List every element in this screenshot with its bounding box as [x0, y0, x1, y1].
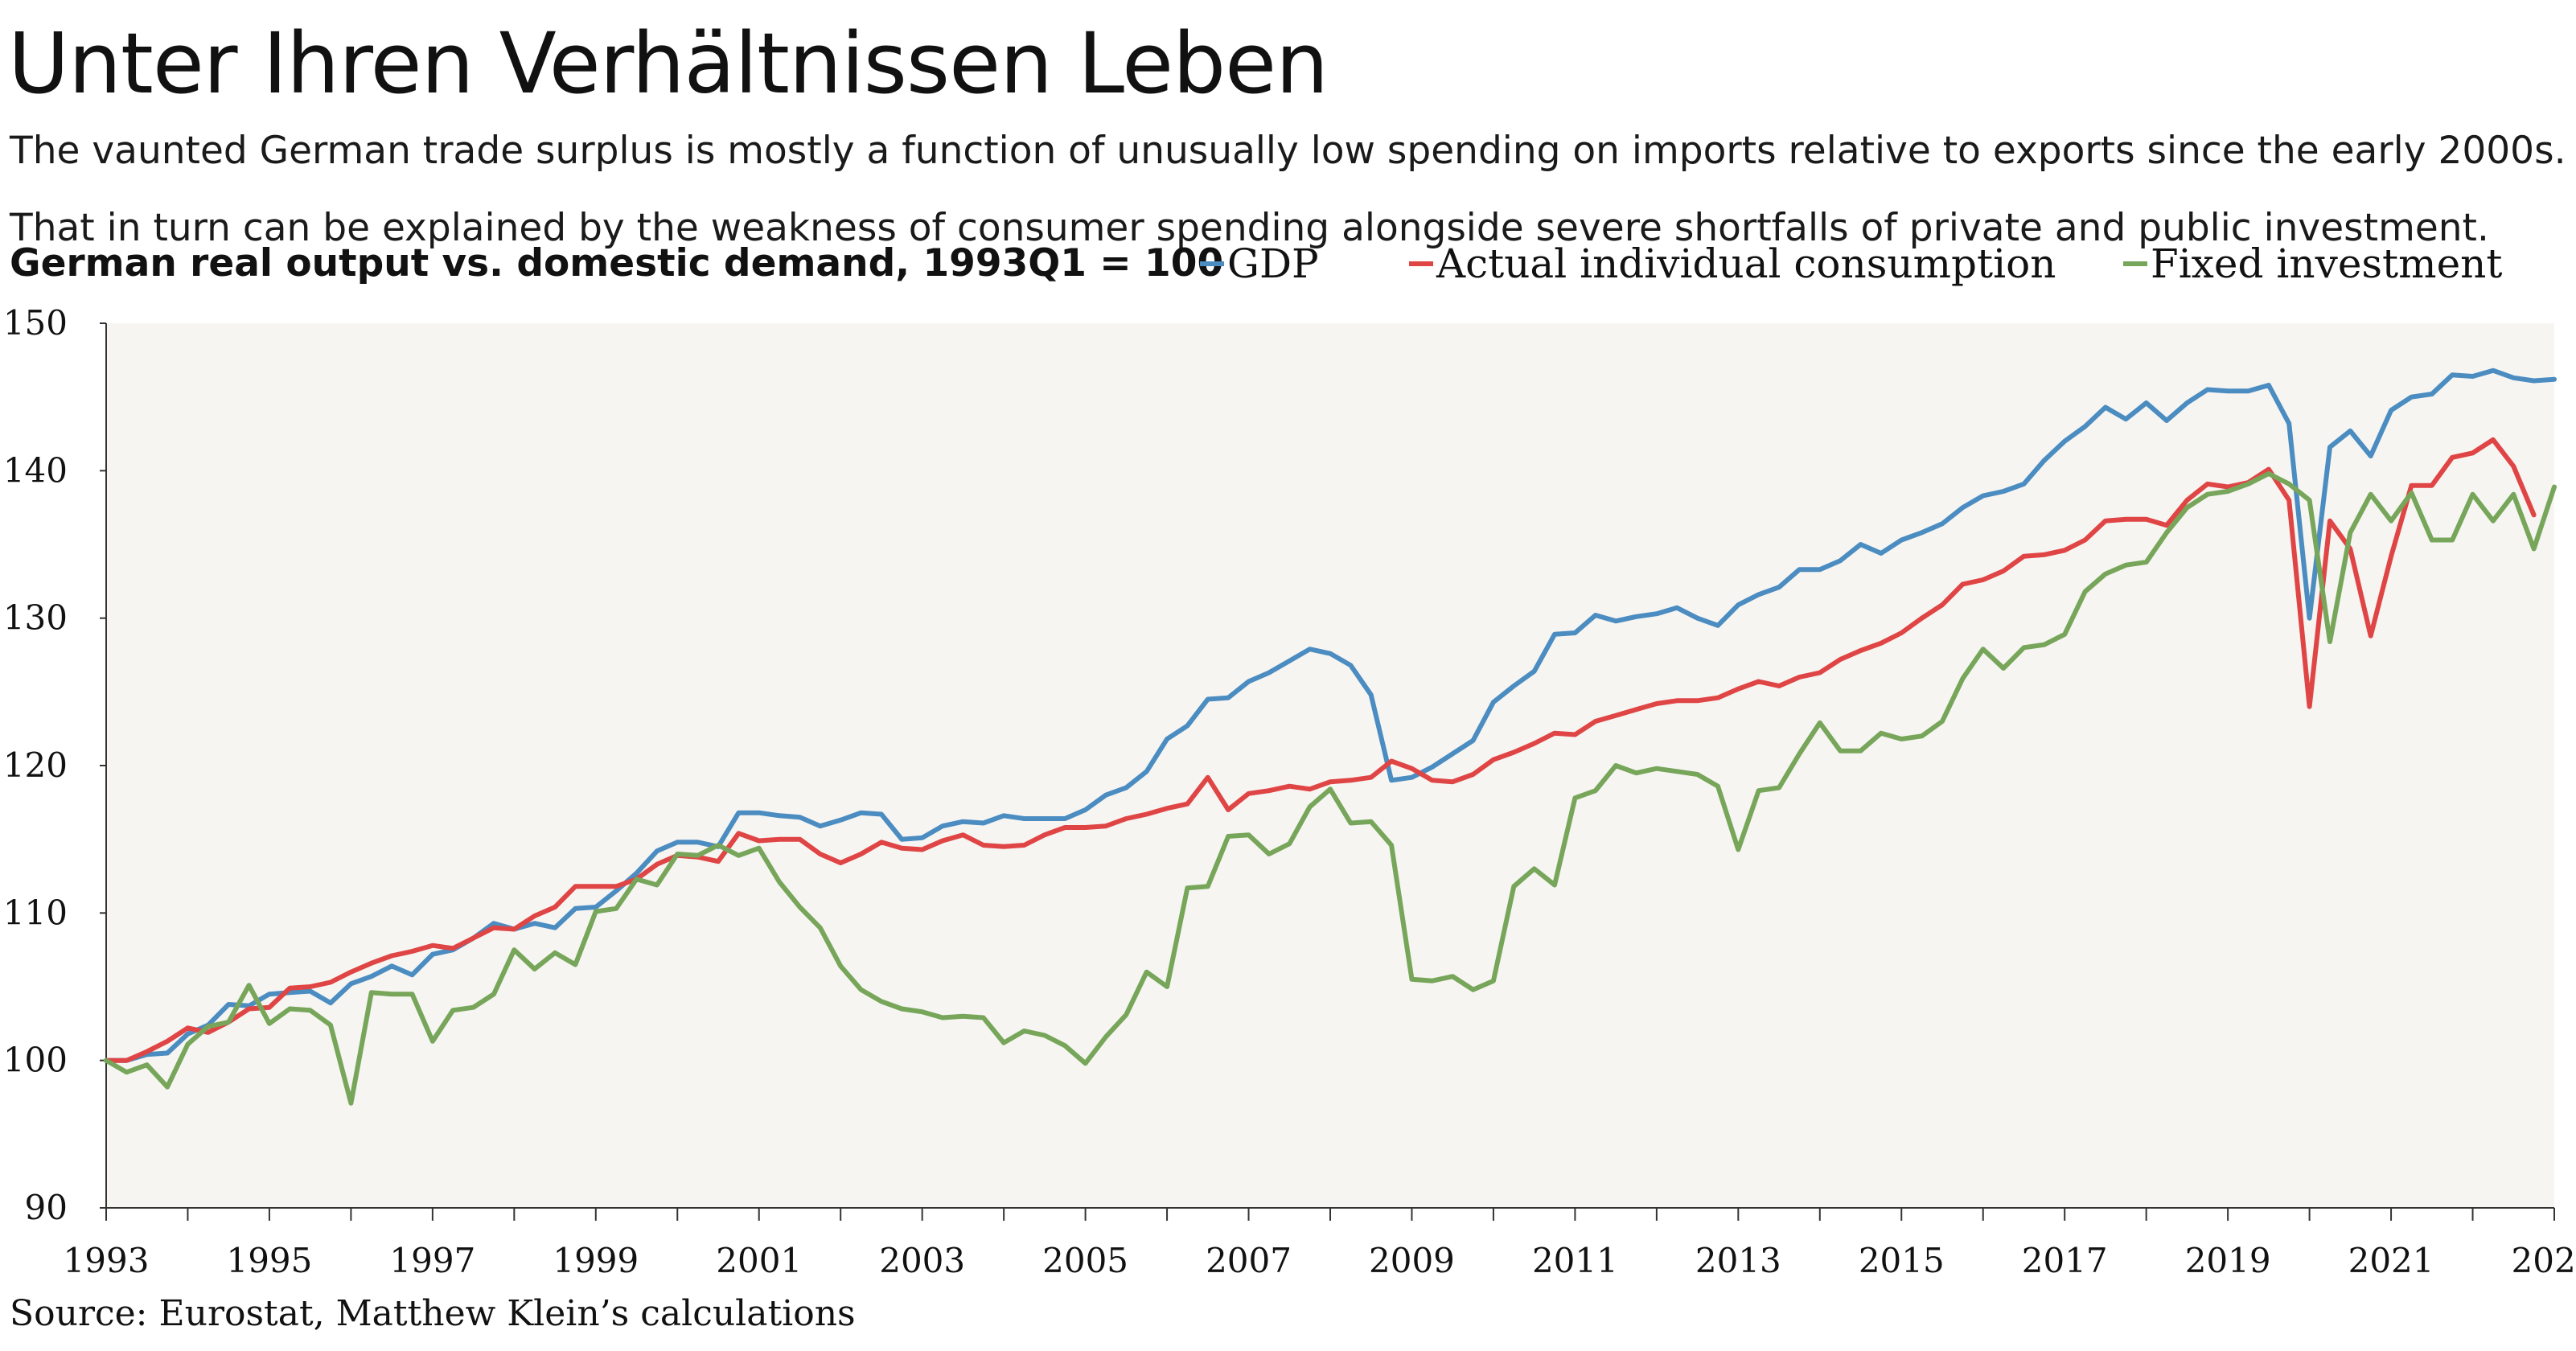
x-tick-label-2013: 2013: [1695, 1241, 1781, 1280]
x-tick-label-2009: 2009: [1369, 1241, 1455, 1280]
chart-title: German real output vs. domestic demand, …: [10, 241, 1224, 285]
source-note: Source: Eurostat, Matthew Klein’s calcul…: [10, 1293, 856, 1334]
legend-item-consumption: Actual individual consumption: [1409, 238, 2056, 290]
subtitle-line-1: The vaunted German trade surplus is most…: [10, 129, 2566, 173]
x-tick-label-2019: 2019: [2185, 1241, 2271, 1280]
series-line-fixed-investment: [104, 471, 2557, 1106]
y-tick-label-130: 130: [3, 598, 68, 638]
x-tick-label-2001: 2001: [716, 1241, 802, 1280]
y-tick-label-150: 150: [3, 303, 68, 343]
y-tick-label-140: 140: [3, 450, 68, 490]
plot-area: [106, 323, 2554, 1208]
legend-swatch-gdp: [1200, 261, 1224, 266]
series-line-actual-individual-consumption: [104, 437, 2537, 1063]
legend-swatch-consumption: [1409, 261, 1433, 266]
subtitle: The vaunted German trade surplus is most…: [10, 113, 2567, 267]
legend-label-consumption: Actual individual consumption: [1436, 240, 2056, 287]
legend-label-investment: Fixed investment: [2151, 240, 2503, 287]
x-tick-label-2015: 2015: [1859, 1241, 1945, 1280]
x-tick-label-2023: 2023: [2512, 1241, 2576, 1280]
legend-item-investment: Fixed investment: [2123, 238, 2502, 290]
x-tick-label-2017: 2017: [2022, 1241, 2108, 1280]
y-tick-label-100: 100: [3, 1041, 68, 1080]
x-tick-label-1999: 1999: [553, 1241, 639, 1280]
x-tick-label-2021: 2021: [2348, 1241, 2434, 1280]
x-tick-label-1997: 1997: [389, 1241, 475, 1280]
page-title: Unter Ihren Verhältnissen Leben: [8, 14, 1329, 113]
legend-swatch-investment: [2123, 261, 2147, 266]
y-tick-label-90: 90: [25, 1188, 68, 1227]
x-tick-label-2011: 2011: [1532, 1241, 1618, 1280]
x-tick-label-2003: 2003: [879, 1241, 965, 1280]
x-tick-label-1993: 1993: [64, 1241, 150, 1280]
subtitle-line-2: That in turn can be explained by the wea…: [10, 206, 2489, 250]
y-tick-label-120: 120: [3, 745, 68, 785]
legend-label-gdp: GDP: [1227, 240, 1319, 287]
x-tick-label-2005: 2005: [1042, 1241, 1128, 1280]
legend-item-gdp: GDP: [1200, 238, 1319, 290]
y-tick-label-110: 110: [3, 893, 68, 932]
x-tick-label-2007: 2007: [1206, 1241, 1292, 1280]
x-tick-label-1995: 1995: [226, 1241, 312, 1280]
legend: GDP Actual individual consumption Fixed …: [0, 238, 2576, 290]
